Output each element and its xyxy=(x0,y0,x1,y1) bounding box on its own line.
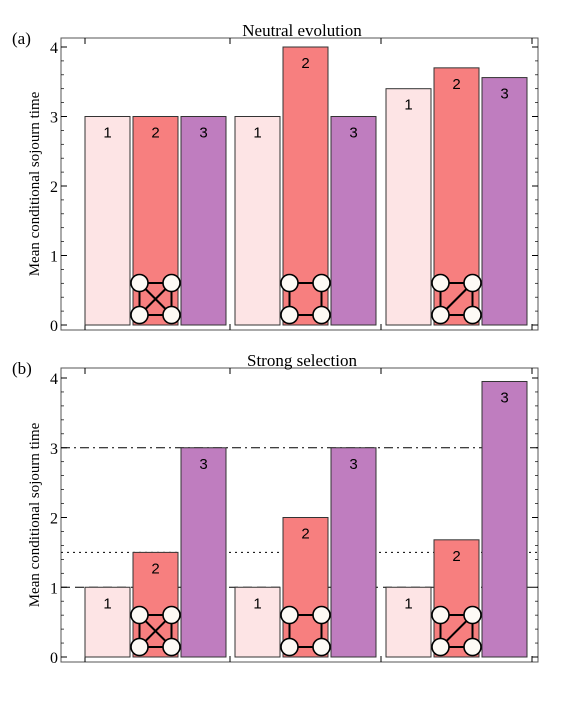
bar-label: 1 xyxy=(103,595,111,612)
plot-frame xyxy=(60,37,539,331)
graph-node xyxy=(463,305,482,325)
bar xyxy=(234,586,281,658)
graph-complete-icon xyxy=(130,273,181,325)
bar xyxy=(180,116,227,326)
panel-title: Strong selection xyxy=(247,351,358,370)
y-tick-label: 2 xyxy=(50,179,58,196)
panel-label: (b) xyxy=(12,359,32,378)
y-tick-label: 3 xyxy=(50,110,58,127)
graph-node xyxy=(280,305,299,325)
bar xyxy=(385,88,432,326)
plot-frame xyxy=(60,367,539,663)
graph-cycle-icon xyxy=(280,605,331,657)
graph-node xyxy=(431,637,450,657)
graph-node xyxy=(280,273,299,293)
bar xyxy=(84,586,131,658)
bar xyxy=(330,447,377,658)
graph-node xyxy=(312,605,331,625)
bar xyxy=(234,116,281,326)
graph-complete-icon xyxy=(130,605,181,657)
graph-node xyxy=(312,637,331,657)
y-tick-label: 1 xyxy=(50,249,58,266)
graph-cycle-with-diagonal-icon xyxy=(431,605,482,657)
bar-label: 3 xyxy=(349,456,357,473)
graph-node xyxy=(431,273,450,293)
graph-node xyxy=(130,637,149,657)
bar-label: 2 xyxy=(452,548,460,565)
graph-node xyxy=(130,273,149,293)
graph-node xyxy=(162,605,181,625)
bar xyxy=(84,116,131,326)
bar xyxy=(481,77,528,326)
graph-node xyxy=(312,305,331,325)
graph-node xyxy=(162,273,181,293)
y-axis-label: Mean conditional sojourn time xyxy=(27,422,43,607)
bar xyxy=(385,586,432,658)
graph-node xyxy=(162,637,181,657)
bar-label: 2 xyxy=(301,526,309,543)
bar xyxy=(180,447,227,658)
graph-node xyxy=(463,605,482,625)
graph-node xyxy=(280,605,299,625)
bar-label: 1 xyxy=(404,97,412,114)
bar-label: 1 xyxy=(253,125,261,142)
graph-node xyxy=(280,637,299,657)
graph-node xyxy=(130,305,149,325)
bar-label: 3 xyxy=(500,389,508,406)
y-axis-label: Mean conditional sojourn time xyxy=(27,91,43,276)
graph-node xyxy=(162,305,181,325)
graph-node xyxy=(463,637,482,657)
bar-label: 3 xyxy=(500,86,508,103)
bar-label: 1 xyxy=(253,595,261,612)
y-tick-label: 0 xyxy=(50,318,58,335)
graph-node xyxy=(312,273,331,293)
y-tick-label: 4 xyxy=(50,371,58,388)
graph-node xyxy=(431,605,450,625)
y-tick-label: 0 xyxy=(50,650,58,667)
graph-cycle-with-diagonal-icon xyxy=(431,273,482,325)
panel-a: (a) Neutral evolution Mean conditional soj… xyxy=(12,21,539,335)
graph-cycle-icon xyxy=(280,273,331,325)
bar-label: 2 xyxy=(452,76,460,93)
panel-label: (a) xyxy=(12,29,31,48)
bar-label: 3 xyxy=(199,125,207,142)
graph-node xyxy=(130,605,149,625)
graph-node xyxy=(463,273,482,293)
bar-label: 2 xyxy=(151,125,159,142)
graph-node xyxy=(431,305,450,325)
panel-title: Neutral evolution xyxy=(242,21,362,40)
y-tick-label: 4 xyxy=(50,40,58,57)
bar-label: 1 xyxy=(404,595,412,612)
bar-label: 1 xyxy=(103,125,111,142)
bar-label: 3 xyxy=(199,456,207,473)
y-tick-label: 2 xyxy=(50,511,58,528)
y-tick-label: 3 xyxy=(50,441,58,458)
bar xyxy=(330,116,377,326)
y-tick-label: 1 xyxy=(50,580,58,597)
panel-b: (b) Strong selection Mean conditional sojo… xyxy=(12,351,539,667)
bar-label: 3 xyxy=(349,125,357,142)
bar-label: 2 xyxy=(301,55,309,72)
bar xyxy=(481,380,528,658)
bar-label: 2 xyxy=(151,560,159,577)
